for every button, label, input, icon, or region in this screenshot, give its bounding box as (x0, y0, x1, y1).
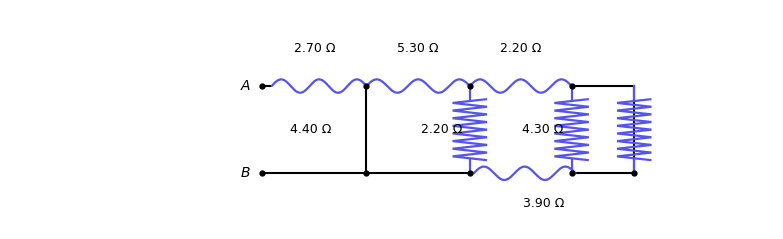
Text: 2.70 Ω: 2.70 Ω (294, 42, 335, 55)
Text: 4.40 Ω: 4.40 Ω (290, 123, 331, 136)
Text: 2.20 Ω: 2.20 Ω (500, 42, 541, 55)
Text: A: A (241, 79, 251, 93)
Text: 5.30 Ω: 5.30 Ω (397, 42, 439, 55)
Text: 2.20 Ω: 2.20 Ω (420, 123, 462, 136)
Text: B: B (241, 166, 251, 180)
Text: 4.30 Ω: 4.30 Ω (522, 123, 564, 136)
Text: 3.90 Ω: 3.90 Ω (524, 197, 565, 210)
